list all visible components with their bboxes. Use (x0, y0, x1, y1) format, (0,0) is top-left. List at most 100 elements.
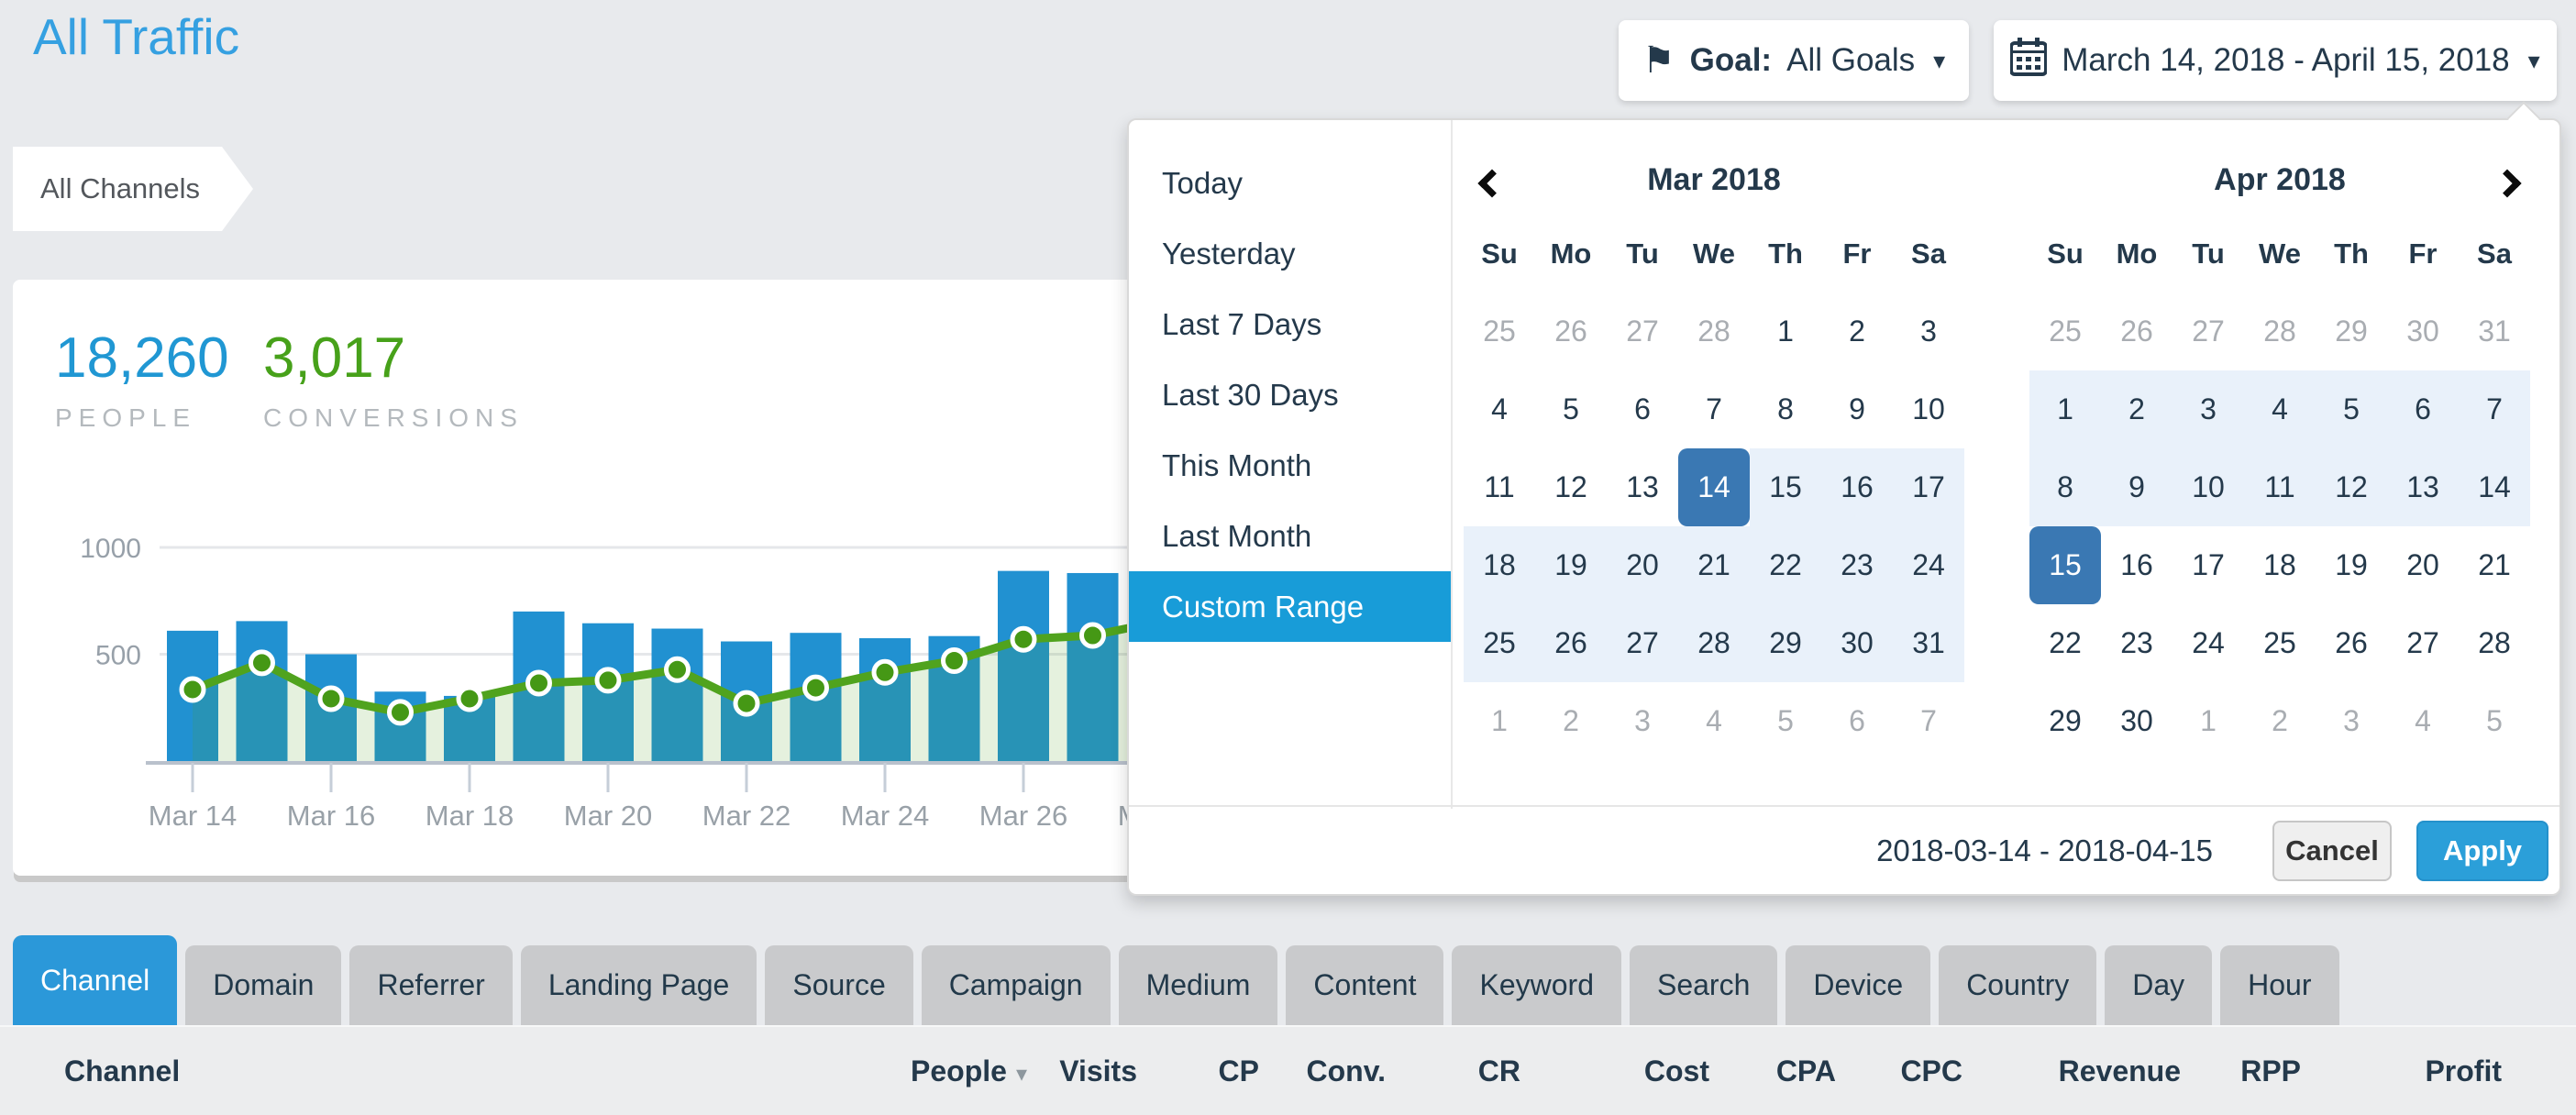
day-cell[interactable]: 8 (1777, 392, 1794, 425)
day-cell[interactable]: 30 (1821, 604, 1893, 682)
day-cell[interactable]: 25 (1464, 604, 1535, 682)
day-cell[interactable]: 24 (1893, 526, 1964, 604)
tab-device[interactable]: Device (1786, 945, 1931, 1025)
tab-hour[interactable]: Hour (2220, 945, 2339, 1025)
date-range-button[interactable]: March 14, 2018 - April 15, 2018 ▾ (1994, 20, 2557, 101)
cancel-button[interactable]: Cancel (2272, 821, 2392, 881)
tab-search[interactable]: Search (1629, 945, 1778, 1025)
tab-landing-page[interactable]: Landing Page (520, 945, 757, 1025)
day-cell[interactable]: 21 (1678, 526, 1750, 604)
day-cell[interactable]: 2 (1563, 704, 1579, 737)
day-cell[interactable]: 24 (2192, 626, 2225, 659)
column-header-visits[interactable]: Visits (1059, 1027, 1137, 1115)
breadcrumb[interactable]: All Channels (13, 147, 254, 231)
day-cell[interactable]: 3 (1920, 315, 1937, 348)
day-cell[interactable]: 5 (1777, 704, 1794, 737)
day-cell[interactable]: 18 (2263, 548, 2296, 581)
data-point-mar-17[interactable] (387, 699, 414, 726)
day-cell[interactable]: 4 (2415, 704, 2431, 737)
day-cell[interactable]: 2 (2101, 370, 2172, 448)
day-cell[interactable]: 29 (2049, 704, 2082, 737)
day-cell[interactable]: 11 (2244, 448, 2316, 526)
day-cell[interactable]: 13 (2387, 448, 2459, 526)
day-cell[interactable]: 11 (1484, 470, 1515, 503)
bar-mar-21[interactable] (651, 628, 703, 761)
tab-keyword[interactable]: Keyword (1452, 945, 1621, 1025)
day-cell[interactable]: 13 (1626, 470, 1659, 503)
day-cell[interactable]: 30 (2120, 704, 2153, 737)
day-cell[interactable]: 14 (2459, 448, 2530, 526)
data-point-mar-26[interactable] (1010, 625, 1037, 653)
day-cell[interactable]: 4 (1491, 392, 1508, 425)
day-cell[interactable]: 5 (1563, 392, 1579, 425)
day-cell[interactable]: 28 (1697, 315, 1730, 348)
day-cell[interactable]: 3 (2343, 704, 2360, 737)
day-cell[interactable]: 25 (1483, 315, 1516, 348)
range-option-last-month[interactable]: Last Month (1162, 519, 1312, 553)
column-header-profit[interactable]: Profit (2425, 1027, 2502, 1115)
day-cell[interactable]: 1 (2200, 704, 2217, 737)
day-cell[interactable]: 4 (2244, 370, 2316, 448)
range-option-this-month[interactable]: This Month (1162, 448, 1312, 482)
column-header-cr[interactable]: CR (1478, 1027, 1520, 1115)
day-cell[interactable]: 19 (2335, 548, 2368, 581)
day-cell[interactable]: 20 (1607, 526, 1678, 604)
data-point-mar-21[interactable] (664, 656, 691, 683)
range-option-yesterday[interactable]: Yesterday (1162, 237, 1296, 270)
bar-mar-24[interactable] (859, 638, 911, 761)
day-cell[interactable]: 6 (2387, 370, 2459, 448)
day-cell[interactable]: 1 (1491, 704, 1508, 737)
day-cell[interactable]: 26 (2335, 626, 2368, 659)
day-cell[interactable]: 31 (1893, 604, 1964, 682)
range-option-today[interactable]: Today (1162, 166, 1244, 200)
day-cell-selected[interactable]: 15 (2029, 526, 2101, 604)
day-cell[interactable]: 28 (2263, 315, 2296, 348)
day-cell[interactable]: 2 (2272, 704, 2288, 737)
tab-medium[interactable]: Medium (1118, 945, 1278, 1025)
day-cell[interactable]: 27 (2406, 626, 2439, 659)
day-cell[interactable]: 20 (2406, 548, 2439, 581)
column-header-people[interactable]: People ▾ (911, 1027, 1027, 1115)
column-header-conv-[interactable]: Conv. (1306, 1027, 1386, 1115)
day-cell[interactable]: 17 (2192, 548, 2225, 581)
day-cell[interactable]: 29 (1750, 604, 1821, 682)
day-cell[interactable]: 3 (2172, 370, 2244, 448)
day-cell[interactable]: 2 (1849, 315, 1865, 348)
data-point-mar-23[interactable] (802, 674, 829, 701)
data-point-mar-18[interactable] (456, 685, 483, 712)
day-cell[interactable]: 25 (2263, 626, 2296, 659)
day-cell[interactable]: 7 (1920, 704, 1937, 737)
day-cell[interactable]: 1 (1777, 315, 1794, 348)
day-cell[interactable]: 6 (1634, 392, 1651, 425)
day-cell[interactable]: 26 (1535, 604, 1607, 682)
day-cell[interactable]: 23 (1821, 526, 1893, 604)
range-option-last-30-days[interactable]: Last 30 Days (1162, 378, 1339, 412)
bar-mar-15[interactable] (236, 621, 288, 761)
day-cell[interactable]: 27 (2192, 315, 2225, 348)
range-option-last-7-days[interactable]: Last 7 Days (1162, 307, 1322, 341)
day-cell[interactable]: 27 (1626, 315, 1659, 348)
tab-day[interactable]: Day (2105, 945, 2213, 1025)
tab-source[interactable]: Source (765, 945, 913, 1025)
range-option-custom-range[interactable]: Custom Range (1129, 571, 1451, 642)
day-cell[interactable]: 27 (1607, 604, 1678, 682)
day-cell[interactable]: 5 (2316, 370, 2387, 448)
day-cell[interactable]: 29 (2335, 315, 2368, 348)
data-point-mar-16[interactable] (317, 685, 345, 712)
column-header-cpc[interactable]: CPC (1900, 1027, 1962, 1115)
apply-button[interactable]: Apply (2416, 821, 2548, 881)
day-cell[interactable]: 9 (2101, 448, 2172, 526)
day-cell[interactable]: 3 (1634, 704, 1651, 737)
column-header-cp[interactable]: CP (1219, 1027, 1259, 1115)
day-cell[interactable]: 30 (2406, 315, 2439, 348)
column-header-cpa[interactable]: CPA (1776, 1027, 1836, 1115)
data-point-mar-25[interactable] (941, 646, 967, 674)
day-cell[interactable]: 12 (1554, 470, 1587, 503)
tab-channel[interactable]: Channel (13, 935, 178, 1025)
bar-mar-27[interactable] (1067, 572, 1119, 761)
tab-referrer[interactable]: Referrer (349, 945, 513, 1025)
data-point-mar-24[interactable] (871, 658, 899, 686)
day-cell[interactable]: 16 (1821, 448, 1893, 526)
day-cell-selected[interactable]: 14 (1678, 448, 1750, 526)
day-cell[interactable]: 26 (1554, 315, 1587, 348)
